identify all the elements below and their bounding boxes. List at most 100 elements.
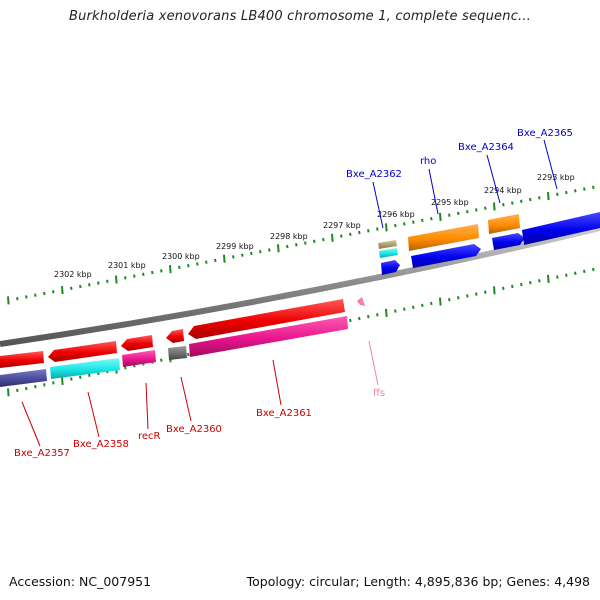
gene-bxe-a2365[interactable] xyxy=(522,212,600,245)
inner-tick xyxy=(124,366,127,370)
label-bxe-a2362[interactable]: Bxe_A2362 xyxy=(346,169,402,180)
outer-tick xyxy=(178,265,181,270)
inner-tick xyxy=(475,292,478,296)
kbp-label-2302: 2302 kbp xyxy=(54,270,92,279)
cds-rho[interactable] xyxy=(408,224,479,251)
outer-tick xyxy=(385,223,388,232)
leader-ffs xyxy=(368,340,379,386)
cds-bxe-a2362-olive[interactable] xyxy=(378,240,397,249)
gene-bxe-a2362[interactable] xyxy=(381,260,400,275)
inner-tick xyxy=(484,290,487,294)
leader-bxe-a2357 xyxy=(21,401,41,447)
gene-bxe-a2358[interactable] xyxy=(48,341,117,362)
cds-bxe-a2358[interactable] xyxy=(50,358,120,379)
kbp-label-2299: 2299 kbp xyxy=(216,242,254,251)
outer-tick xyxy=(349,232,352,237)
outer-tick xyxy=(529,197,532,202)
inner-tick xyxy=(7,388,10,397)
outer-tick xyxy=(223,254,226,263)
cds-bxe-a2362-cyan[interactable] xyxy=(379,248,398,258)
outer-tick xyxy=(475,208,478,212)
inner-tick xyxy=(367,315,370,319)
kbp-label-2295: 2295 kbp xyxy=(431,198,469,207)
inner-tick xyxy=(466,294,469,298)
leader-bxe-a2358 xyxy=(87,391,100,438)
leader-bxe-a2365 xyxy=(543,139,558,190)
gene-rho[interactable] xyxy=(411,244,481,268)
label-bxe-a2358[interactable]: Bxe_A2358 xyxy=(73,439,129,450)
inner-tick xyxy=(493,286,496,295)
outer-tick xyxy=(313,239,316,243)
outer-tick xyxy=(322,237,325,242)
outer-tick xyxy=(205,260,208,264)
label-ffs[interactable]: ffs xyxy=(373,388,385,399)
outer-tick-ring xyxy=(7,185,595,305)
inner-tick xyxy=(43,383,46,387)
outer-tick xyxy=(565,190,568,195)
outer-tick xyxy=(160,269,163,273)
outer-tick xyxy=(268,248,271,252)
outer-tick xyxy=(7,296,10,305)
inner-tick xyxy=(52,381,55,385)
label-bxe-a2365[interactable]: Bxe_A2365 xyxy=(517,128,573,139)
leader-rho xyxy=(428,168,439,215)
reverse-strand-genes xyxy=(0,297,365,368)
outer-tick xyxy=(331,233,334,242)
inner-tick xyxy=(403,307,406,311)
cds-bxe-a2357[interactable] xyxy=(0,369,47,387)
inner-tick xyxy=(187,352,190,357)
gene-bxe-a2364[interactable] xyxy=(492,233,525,250)
outer-tick xyxy=(115,275,118,284)
inner-tick xyxy=(574,271,577,275)
cds-bxe-a2360[interactable] xyxy=(168,346,187,360)
outer-tick xyxy=(439,212,442,222)
outer-tick xyxy=(538,196,541,200)
gene-bxe-a2360[interactable] xyxy=(166,329,184,343)
outer-tick xyxy=(466,210,469,214)
label-bxe-a2361[interactable]: Bxe_A2361 xyxy=(256,408,312,419)
inner-tick xyxy=(457,296,460,300)
cds-bxe-a2364[interactable] xyxy=(488,214,520,234)
label-bxe-a2364[interactable]: Bxe_A2364 xyxy=(458,142,514,153)
label-rho[interactable]: rho xyxy=(420,156,436,167)
outer-tick xyxy=(358,230,361,235)
label-bxe-a2357[interactable]: Bxe_A2357 xyxy=(14,448,70,459)
leader-bxe-a2361 xyxy=(272,359,282,406)
inner-tick xyxy=(592,267,595,272)
gene-bxe-a2357[interactable] xyxy=(0,351,44,368)
cds-recr[interactable] xyxy=(122,350,156,367)
accession-text: Accession: NC_007951 xyxy=(9,574,152,589)
inner-tick xyxy=(547,274,550,283)
outer-tick xyxy=(430,216,433,221)
outer-tick xyxy=(70,286,73,290)
kbp-labels: 2302 kbp 2301 kbp 2300 kbp 2299 kbp 2298… xyxy=(54,173,575,279)
outer-tick xyxy=(97,281,100,285)
leader-recr xyxy=(145,382,149,430)
gene-ffs[interactable] xyxy=(357,297,365,306)
cds-bxe-a2361[interactable] xyxy=(189,316,348,357)
outer-tick xyxy=(196,262,199,266)
outer-tick xyxy=(403,222,406,226)
inner-tick xyxy=(583,269,586,274)
inner-tick xyxy=(358,316,361,321)
outer-tick xyxy=(556,192,559,197)
gene-bxe-a2361[interactable] xyxy=(188,299,345,339)
inner-tick xyxy=(70,377,73,381)
cds-feature-row xyxy=(0,316,348,387)
outer-tick xyxy=(52,290,55,294)
inner-tick xyxy=(79,375,82,379)
inner-tick xyxy=(160,358,163,362)
outer-tick xyxy=(547,191,550,201)
outer-tick xyxy=(259,250,262,254)
label-bxe-a2360[interactable]: Bxe_A2360 xyxy=(166,424,222,435)
inner-tick xyxy=(565,273,568,277)
inner-tick xyxy=(439,297,442,306)
backbone-line xyxy=(0,225,600,347)
leader-bxe-a2362 xyxy=(372,181,384,229)
inner-tick xyxy=(16,388,19,393)
inner-tick xyxy=(520,282,523,287)
gene-recr[interactable] xyxy=(121,335,153,351)
outer-tick xyxy=(79,284,82,289)
label-recr[interactable]: recR xyxy=(138,431,161,442)
